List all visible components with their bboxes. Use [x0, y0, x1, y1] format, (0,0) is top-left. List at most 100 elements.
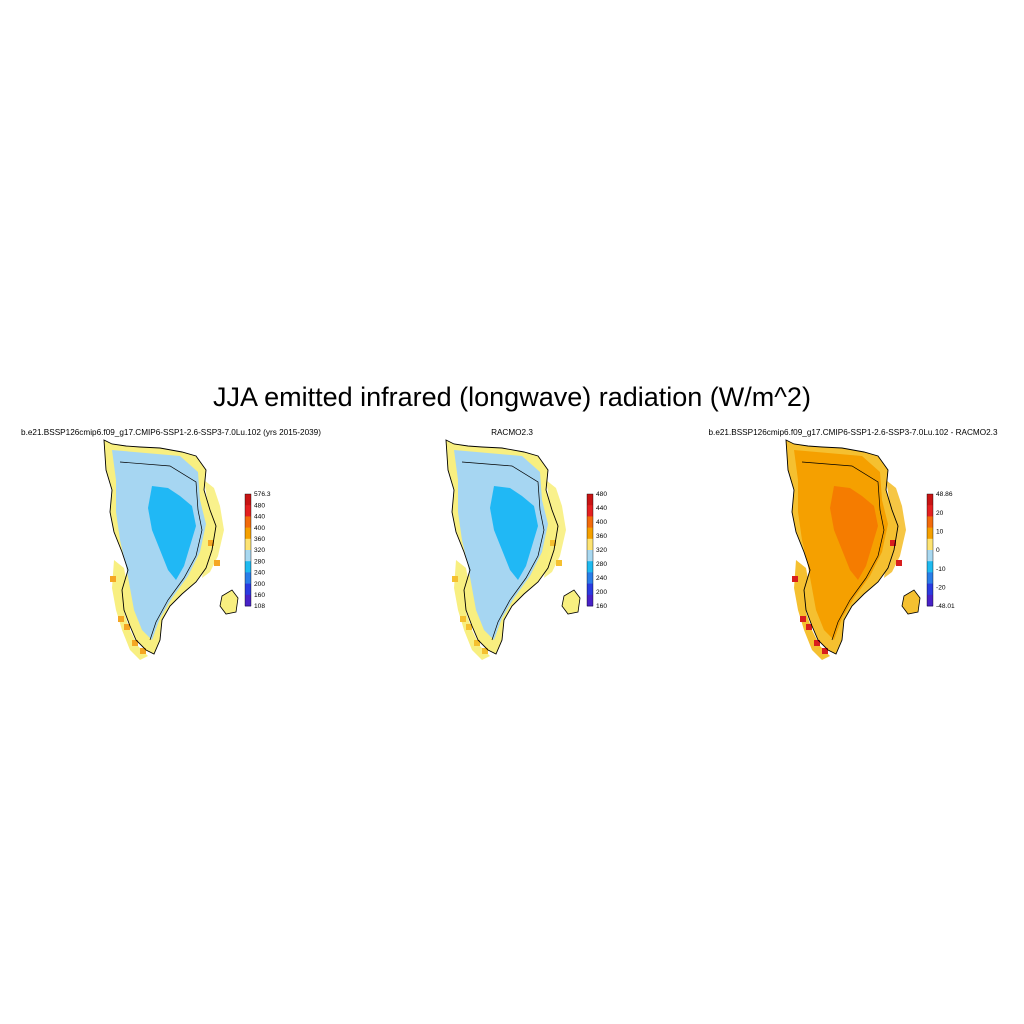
colorbar-swatch: [587, 494, 593, 506]
colorbar-swatch: [245, 538, 251, 551]
colorbar-swatch: [245, 572, 251, 584]
colorbar-label: 440: [596, 505, 607, 512]
colorbar-label: 480: [596, 491, 607, 498]
ice-sheet-interior: [830, 486, 878, 580]
colorbar-swatch: [927, 561, 933, 573]
panel-title-racmo: RACMO2.3: [491, 428, 533, 437]
colorbar-frame: [586, 493, 594, 607]
colorbar: 576.3 480 440 400 360 320 280 240 200 160 108: [244, 491, 271, 610]
colorbar-swatch: [927, 538, 933, 551]
accent-cell: [890, 540, 896, 546]
east-margin: [884, 480, 906, 578]
island-outline: [901, 589, 921, 615]
colorbar-swatch: [927, 505, 933, 517]
colorbar-swatch: [245, 550, 251, 562]
colorbar-label: 200: [254, 581, 265, 588]
colorbar-label: -10: [936, 566, 946, 573]
colorbar-swatch: [587, 550, 593, 562]
figure-title: JJA emitted infrared (longwave) radiatio…: [213, 382, 811, 412]
accent-cell: [460, 616, 466, 622]
accent-cell: [214, 560, 220, 566]
colorbar-label: 0: [936, 547, 940, 554]
colorbar-swatch: [587, 561, 593, 573]
accent-cell: [124, 624, 130, 630]
colorbar: 480 440 400 360 320 280 240 200 160: [586, 491, 607, 610]
accent-cell: [466, 624, 472, 630]
ice-sheet-interior: [490, 486, 538, 580]
colorbar-label: 10: [936, 529, 944, 536]
colorbar-label: 576.3: [254, 491, 271, 498]
accent-cell: [792, 576, 798, 582]
accent-cell: [452, 576, 458, 582]
colorbar-label: 400: [596, 519, 607, 526]
colorbar-label: 240: [596, 575, 607, 582]
coastline: [445, 439, 559, 655]
colorbar-swatch: [927, 594, 933, 607]
colorbar-label: 160: [596, 603, 607, 610]
island: [902, 590, 920, 614]
colorbar-label: 280: [254, 558, 265, 565]
colorbar-swatch: [245, 527, 251, 540]
colorbar-swatch: [927, 527, 933, 540]
colorbar-swatch: [245, 583, 251, 596]
colorbar-frame: [926, 493, 934, 607]
colorbar-swatch: [245, 494, 251, 506]
colorbar-swatch: [927, 550, 933, 562]
panel-title-difference: b.e21.BSSP126cmip6.f09_g17.CMIP6-SSP1-2.…: [708, 428, 998, 437]
accent-cell: [132, 640, 138, 646]
accent-cell: [474, 640, 480, 646]
colorbar-swatch: [587, 538, 593, 551]
accent-cell: [896, 560, 902, 566]
coastline: [785, 439, 899, 655]
colorbar-label: 48.86: [936, 491, 953, 498]
colorbar-label: 200: [596, 589, 607, 596]
east-margin: [202, 480, 224, 578]
colorbar-label: -48.01: [936, 603, 955, 610]
ice-boundary: [119, 461, 203, 641]
accent-cell: [550, 540, 556, 546]
island-outline: [561, 589, 581, 615]
colorbar-swatch: [587, 527, 593, 540]
colorbar-label: 440: [254, 514, 265, 521]
panel-title-model: b.e21.BSSP126cmip6.f09_g17.CMIP6-SSP1-2.…: [21, 428, 321, 437]
colorbar-label: 20: [936, 510, 944, 517]
colorbar-swatch: [245, 505, 251, 517]
panel-model: b.e21.BSSP126cmip6.f09_g17.CMIP6-SSP1-2.…: [0, 428, 342, 668]
colorbar-label: 360: [254, 536, 265, 543]
colorbar-label: 160: [254, 592, 265, 599]
accent-cell: [800, 616, 806, 622]
island-outline: [219, 589, 239, 615]
colorbar-swatch: [927, 583, 933, 596]
map-difference: 48.86 20 10 0 -10 -20 -48.01: [785, 439, 955, 660]
accent-cell: [118, 616, 124, 622]
colorbar-label: 320: [254, 547, 265, 554]
ice-boundary: [461, 461, 545, 641]
accent-cell: [482, 648, 488, 654]
west-margin: [112, 560, 148, 660]
east-margin: [544, 480, 566, 578]
west-margin: [454, 560, 490, 660]
colorbar-swatch: [245, 561, 251, 573]
accent-cell: [140, 648, 146, 654]
colorbar-label: 280: [596, 561, 607, 568]
colorbar-label: 400: [254, 525, 265, 532]
colorbar-swatch: [587, 505, 593, 517]
colorbar-label: -20: [936, 585, 946, 592]
colorbar-swatch: [927, 572, 933, 584]
colorbar-swatch: [587, 594, 593, 607]
colorbar-label: 320: [596, 547, 607, 554]
map-model: 576.3 480 440 400 360 320 280 240 200 160 108: [103, 439, 271, 660]
colorbar-frame: [244, 493, 252, 607]
accent-cell: [814, 640, 820, 646]
island: [562, 590, 580, 614]
west-margin: [794, 560, 830, 660]
colorbar-swatch: [587, 572, 593, 584]
accent-cell: [110, 576, 116, 582]
colorbar-swatch: [245, 516, 251, 528]
accent-cell: [822, 648, 828, 654]
ice-sheet-interior: [148, 486, 196, 580]
colorbar-label: 360: [596, 533, 607, 540]
accent-cell: [556, 560, 562, 566]
colorbar-swatch: [587, 516, 593, 528]
colorbar-label: 108: [254, 603, 265, 610]
